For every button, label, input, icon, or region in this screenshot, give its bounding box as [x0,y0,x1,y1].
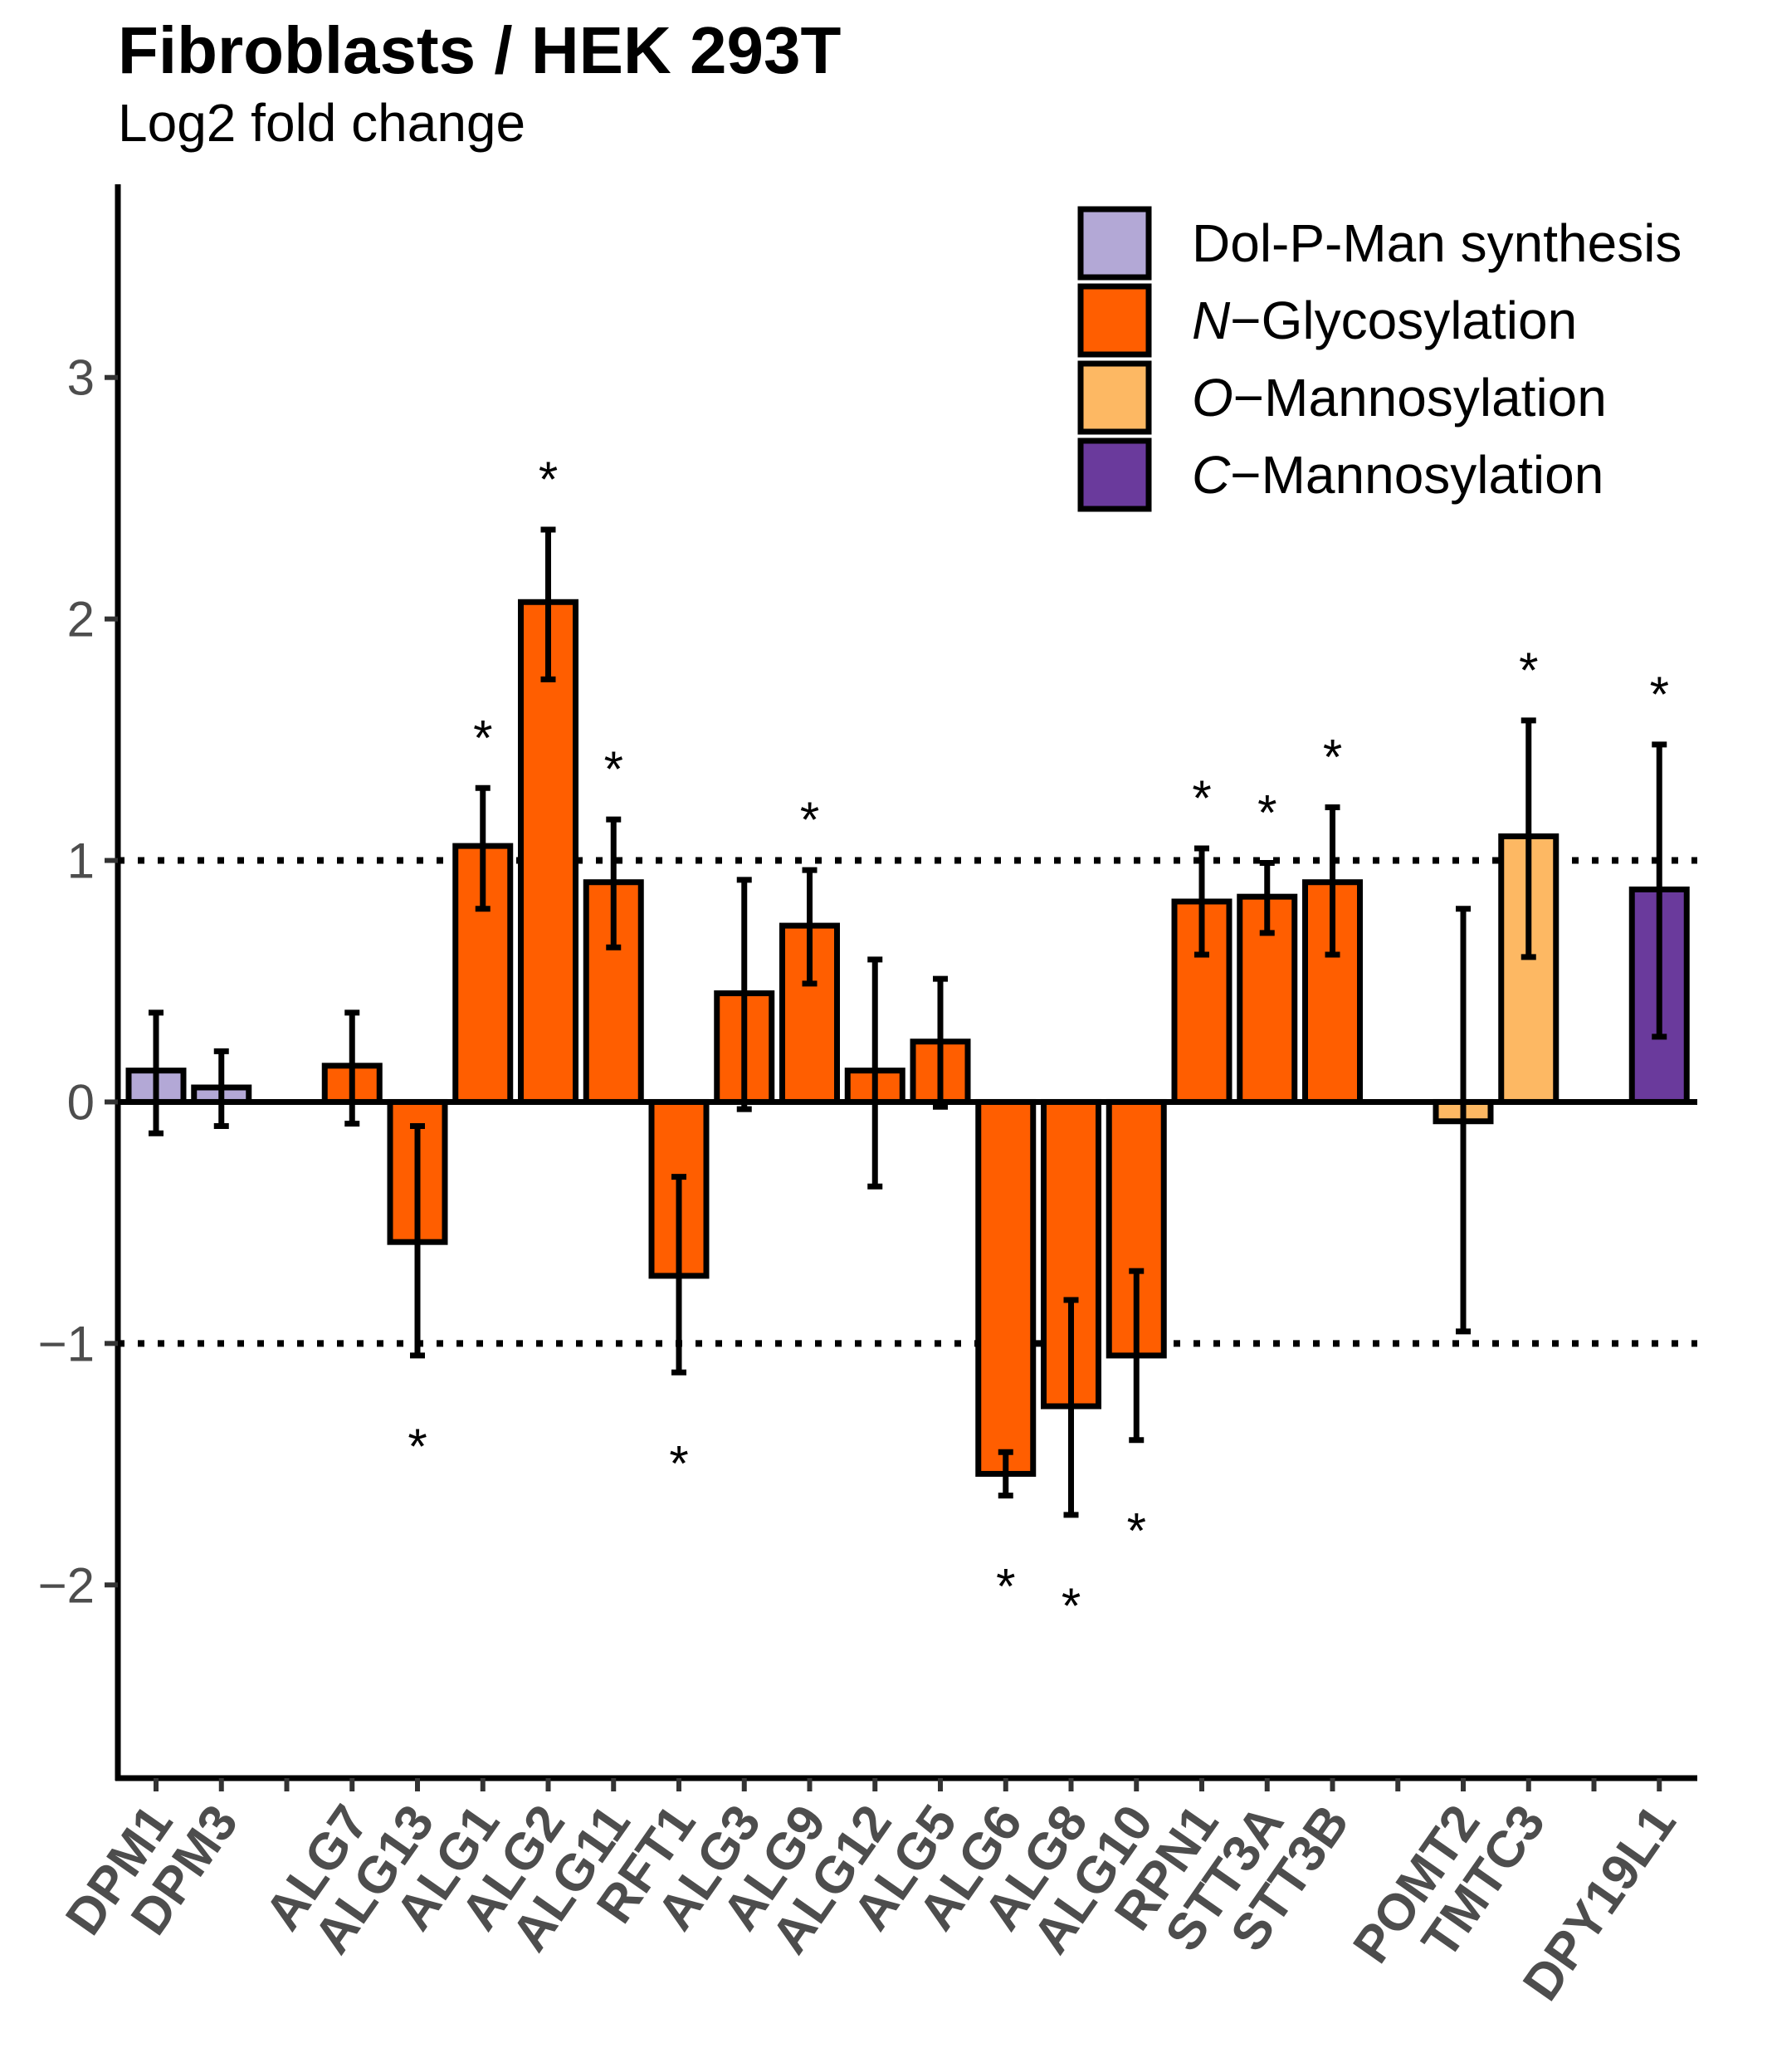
error-bar-alg5 [933,975,948,1110]
y-tick-label: 2 [67,592,95,648]
error-bar-alg6 [998,1449,1013,1499]
error-bar-pomt2 [1456,906,1471,1335]
legend-label-n: N−Glycosylation [1192,291,1577,350]
error-bar-alg13 [410,1123,425,1359]
significance-star-stt3b: * [1323,730,1342,785]
error-bar-alg1 [475,784,491,912]
error-bar-stt3b [1325,804,1340,958]
significance-star-alg6: * [996,1559,1015,1615]
chart-title: Fibroblasts / HEK 293T [118,13,841,87]
reference-lines [118,857,1697,1347]
legend-label-dolp: Dol-P-Man synthesis [1192,213,1682,273]
error-bar-dpy19l1 [1652,741,1667,1040]
legend-item-c: C−Mannosylation [1077,437,1603,512]
y-tick-label: 0 [67,1074,95,1130]
legend-label-o: O−Mannosylation [1192,368,1607,428]
significance-star-alg9: * [800,792,819,848]
legend-item-dolp: Dol-P-Man synthesis [1077,206,1682,281]
error-bar-alg2 [540,526,556,682]
error-bar-stt3a [1259,859,1275,936]
y-tick-label: −1 [38,1316,95,1371]
chart-subtitle: Log2 fold change [118,93,525,153]
error-bar-alg12 [867,956,883,1190]
error-bar-tmtc3 [1520,717,1536,960]
legend-item-n: N−Glycosylation [1077,283,1577,358]
y-tick-label: 3 [67,350,95,406]
legend-item-o: O−Mannosylation [1077,360,1607,435]
significance-star-alg10: * [1127,1503,1146,1559]
significance-star-stt3a: * [1257,784,1276,840]
legend-swatch-dolp [1077,206,1152,281]
y-axis-ticks: −2 −1 0 1 2 3 [38,350,118,1613]
significance-star-rft1: * [669,1435,688,1491]
bar-alg2 [518,599,578,1105]
error-bar-alg7 [344,1009,360,1127]
y-tick-label: 1 [67,833,95,889]
significance-star-dpy19l1: * [1650,667,1669,722]
significance-star-alg11: * [604,741,623,797]
significance-star-alg8: * [1062,1578,1081,1634]
bar-alg6 [975,1098,1037,1477]
legend-swatch-c [1077,437,1152,512]
error-bar-alg3 [736,877,752,1112]
error-bar-dpm1 [149,1009,164,1136]
legend-swatch-o [1077,360,1152,435]
significance-star-alg1: * [473,710,492,765]
error-bar-dpm3 [213,1048,229,1130]
error-bar-alg11 [606,816,622,950]
legend: Dol-P-Man synthesis N−Glycosylation O−Mann… [1077,206,1682,512]
error-bar-alg10 [1129,1268,1145,1444]
error-bar-alg9 [802,867,818,987]
y-tick-label: −2 [38,1557,95,1613]
significance-star-tmtc3: * [1519,643,1538,698]
significance-star-alg13: * [408,1419,427,1474]
error-bar-alg8 [1063,1297,1079,1518]
error-bar-rft1 [671,1174,686,1376]
axes [115,184,1697,1781]
legend-label-c: C−Mannosylation [1192,445,1603,505]
significance-star-alg2: * [539,452,558,507]
significance-markers: * * * * * * * * * * * * * * [408,452,1669,1634]
legend-swatch-n [1077,283,1152,358]
error-bar-rpn1 [1194,845,1209,958]
significance-star-rpn1: * [1192,770,1211,826]
error-bars-layer [149,526,1667,1518]
